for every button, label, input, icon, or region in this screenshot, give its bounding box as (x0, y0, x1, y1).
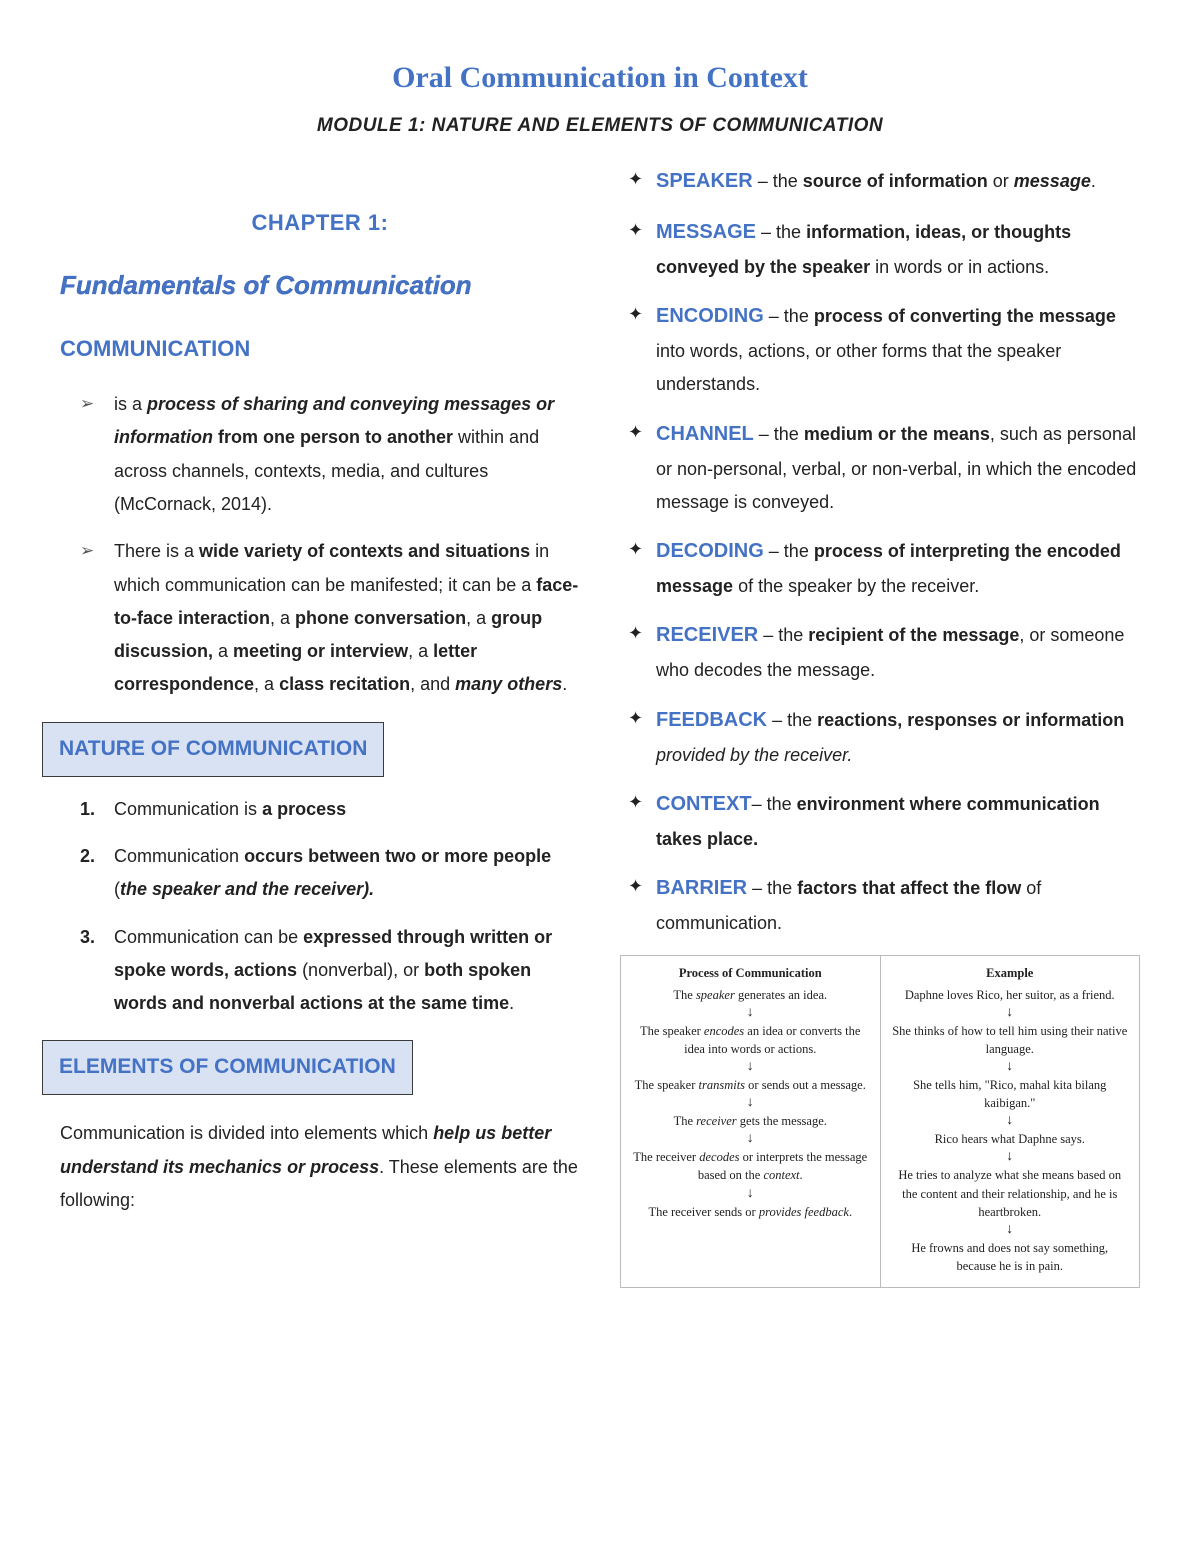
down-arrow-icon: ↓ (891, 1223, 1130, 1237)
element-term: ENCODING (656, 305, 764, 327)
down-arrow-icon: ↓ (891, 1150, 1130, 1164)
down-arrow-icon: ↓ (891, 1060, 1130, 1074)
section-communication: COMMUNICATION (60, 329, 580, 370)
element-term: BARRIER (656, 877, 747, 899)
nature-list: Communication is a process Communication… (60, 793, 580, 1021)
left-column: CHAPTER 1: Fundamentals of Communication… (60, 163, 580, 1288)
right-column: SPEAKER – the source of information or m… (620, 163, 1140, 1288)
process-column: Process of Communication The speaker gen… (621, 956, 881, 1288)
down-arrow-icon: ↓ (631, 1132, 870, 1146)
down-arrow-icon: ↓ (631, 1006, 870, 1020)
elements-intro: Communication is divided into elements w… (60, 1117, 580, 1217)
element-item: CHANNEL – the medium or the means, such … (656, 416, 1140, 520)
list-item: Communication can be expressed through w… (114, 921, 580, 1021)
step-text: Rico hears what Daphne says. (891, 1130, 1130, 1148)
element-item: RECEIVER – the recipient of the message,… (656, 617, 1140, 687)
step-text: The speaker encodes an idea or converts … (631, 1022, 870, 1058)
element-term: FEEDBACK (656, 709, 767, 731)
element-term: CHANNEL (656, 423, 754, 445)
list-item: There is a wide variety of contexts and … (114, 535, 580, 701)
step-text: She thinks of how to tell him using thei… (891, 1022, 1130, 1058)
step-text: The receiver decodes or interprets the m… (631, 1148, 870, 1184)
step-text: The receiver gets the message. (631, 1112, 870, 1130)
down-arrow-icon: ↓ (631, 1096, 870, 1110)
step-text: She tells him, "Rico, mahal kita bilang … (891, 1076, 1130, 1112)
element-term: DECODING (656, 540, 764, 562)
step-text: He frowns and does not say something, be… (891, 1239, 1130, 1275)
list-item: is a process of sharing and conveying me… (114, 388, 580, 521)
list-item: Communication occurs between two or more… (114, 840, 580, 907)
example-heading: Example (891, 964, 1130, 982)
element-term: MESSAGE (656, 221, 756, 243)
example-column: Example Daphne loves Rico, her suitor, a… (881, 956, 1140, 1288)
down-arrow-icon: ↓ (631, 1060, 870, 1074)
step-text: Daphne loves Rico, her suitor, as a frie… (891, 986, 1130, 1004)
elements-list: SPEAKER – the source of information or m… (620, 163, 1140, 941)
down-arrow-icon: ↓ (891, 1006, 1130, 1020)
process-example-table: Process of Communication The speaker gen… (620, 955, 1140, 1289)
element-item: CONTEXT– the environment where communica… (656, 786, 1140, 856)
element-term: RECEIVER (656, 624, 758, 646)
section-elements-box: ELEMENTS OF COMMUNICATION (42, 1040, 413, 1095)
step-text: The speaker transmits or sends out a mes… (631, 1076, 870, 1094)
element-term: CONTEXT (656, 793, 752, 815)
process-heading: Process of Communication (631, 964, 870, 982)
doc-title: Oral Communication in Context (60, 50, 1140, 106)
down-arrow-icon: ↓ (891, 1114, 1130, 1128)
chapter-label: CHAPTER 1: (60, 203, 580, 244)
chapter-title: Fundamentals of Communication (60, 261, 580, 309)
step-text: The speaker generates an idea. (631, 986, 870, 1004)
element-item: FEEDBACK – the reactions, responses or i… (656, 702, 1140, 772)
module-subtitle: MODULE 1: NATURE AND ELEMENTS OF COMMUNI… (60, 108, 1140, 143)
element-item: SPEAKER – the source of information or m… (656, 163, 1140, 200)
section-nature-box: NATURE OF COMMUNICATION (42, 722, 384, 777)
down-arrow-icon: ↓ (631, 1187, 870, 1201)
element-item: ENCODING – the process of converting the… (656, 298, 1140, 402)
element-term: SPEAKER (656, 170, 753, 192)
list-item: Communication is a process (114, 793, 580, 826)
two-column-layout: CHAPTER 1: Fundamentals of Communication… (60, 163, 1140, 1288)
step-text: The receiver sends or provides feedback. (631, 1203, 870, 1221)
element-item: DECODING – the process of interpreting t… (656, 533, 1140, 603)
element-item: BARRIER – the factors that affect the fl… (656, 870, 1140, 940)
step-text: He tries to analyze what she means based… (891, 1166, 1130, 1220)
element-item: MESSAGE – the information, ideas, or tho… (656, 214, 1140, 284)
communication-bullets: is a process of sharing and conveying me… (60, 388, 580, 702)
